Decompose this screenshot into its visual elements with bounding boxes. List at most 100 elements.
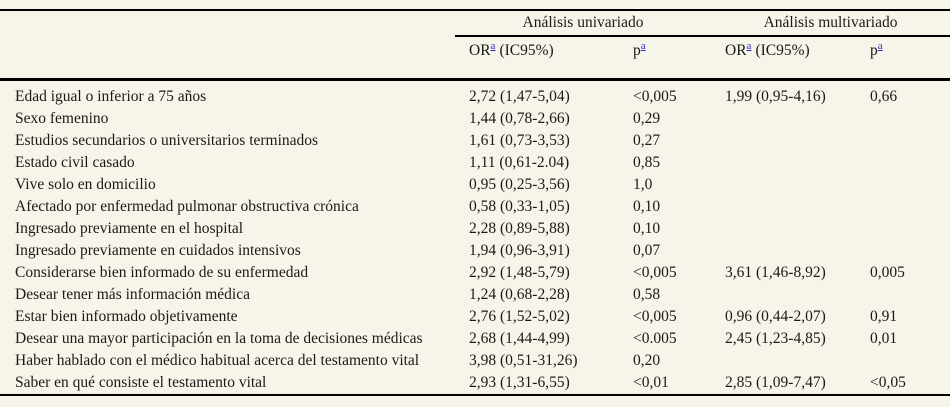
multi-or-value (711, 108, 856, 130)
table-row: Haber hablado con el médico habitual ace… (0, 350, 950, 372)
multi-or-value: 2,45 (1,23-4,85) (725, 330, 826, 347)
empty-header-cell (0, 36, 455, 81)
row-label: Edad igual o inferior a 75 años (15, 88, 207, 105)
footnote-a-link[interactable]: a (640, 39, 646, 52)
or-label: OR (725, 42, 747, 59)
row-label: Desear tener más información médica (15, 286, 250, 303)
footnote-a-link[interactable]: a (746, 39, 752, 52)
multi-or-value (711, 284, 856, 306)
uni-or-value: 2,28 (0,89-5,88) (469, 220, 570, 237)
row-label: Estar bien informado objetivamente (15, 308, 238, 325)
row-label: Afectado por enfermedad pulmonar obstruc… (15, 198, 359, 215)
uni-or-value: 1,44 (0,78-2,66) (469, 110, 570, 127)
table-row: Estudios secundarios o universitarios te… (0, 130, 950, 152)
footnote-a-link[interactable]: a (490, 39, 496, 52)
multi-or-value: 1,99 (0,95-4,16) (725, 88, 826, 105)
row-label: Desear una mayor participación en la tom… (15, 330, 423, 347)
multi-or-value (711, 174, 856, 196)
multi-p-value (856, 152, 950, 174)
table-row: Estar bien informado objetivamente 2,76 … (0, 306, 950, 328)
footnote-a-link[interactable]: a (877, 39, 883, 52)
uni-or-value: 1,24 (0,68-2,28) (469, 286, 570, 303)
multi-p-value: <0,05 (870, 374, 906, 391)
uni-p-value: 0,20 (633, 352, 661, 369)
multi-p-value (856, 130, 950, 152)
uni-or-value: 1,94 (0,96-3,91) (469, 242, 570, 259)
table-row: Ingresado previamente en cuidados intens… (0, 240, 950, 262)
multi-p-value: 0,01 (870, 330, 898, 347)
col-header-uni-p: pa (619, 36, 711, 81)
row-label: Vive solo en domicilio (15, 176, 156, 193)
uni-p-value: <0,005 (633, 88, 677, 105)
uni-or-value: 1,11 (0,61-2.04) (469, 154, 570, 171)
multi-p-value: 0,91 (870, 308, 898, 325)
uni-or-value: 0,95 (0,25-3,56) (469, 176, 570, 193)
multi-or-value (711, 130, 856, 152)
row-label: Estado civil casado (15, 154, 135, 171)
ic95-label: (IC95%) (755, 42, 810, 59)
col-header-uni-or: ORa (IC95%) (455, 36, 619, 81)
uni-p-value: <0,005 (633, 264, 677, 281)
uni-or-value: 1,61 (0,73-3,53) (469, 132, 570, 149)
ic95-label: (IC95%) (499, 42, 554, 59)
multi-p-value (856, 350, 950, 372)
col-header-multi-or: ORa (IC95%) (711, 36, 856, 81)
group-header-univariate: Análisis univariado (455, 10, 711, 37)
uni-or-value: 2,93 (1,31-6,55) (469, 374, 570, 391)
uni-p-value: 0,58 (633, 286, 661, 303)
table-row: Ingresado previamente en el hospital 2,2… (0, 218, 950, 240)
or-label: OR (469, 42, 491, 59)
p-label: p (870, 42, 878, 59)
row-label: Ingresado previamente en el hospital (15, 220, 244, 237)
uni-p-value: 0,85 (633, 154, 661, 171)
uni-or-value: 2,68 (1,44-4,99) (469, 330, 570, 347)
table-row: Saber en qué consiste el testamento vita… (0, 372, 950, 395)
multi-p-value: 0,66 (870, 88, 898, 105)
row-label: Saber en qué consiste el testamento vita… (15, 374, 267, 391)
uni-p-value: <0.005 (633, 330, 677, 347)
uni-p-value: <0,01 (633, 374, 669, 391)
multi-p-value (856, 284, 950, 306)
multi-or-value: 3,61 (1,46-8,92) (725, 264, 826, 281)
row-label: Haber hablado con el médico habitual ace… (15, 352, 420, 369)
group-header-multivariate: Análisis multivariado (711, 10, 950, 37)
table-row: Edad igual o inferior a 75 años 2,72 (1,… (0, 80, 950, 109)
table-row: Estado civil casado 1,11 (0,61-2.04) 0,8… (0, 152, 950, 174)
col-header-multi-p: pa (856, 36, 950, 81)
multi-or-value (711, 218, 856, 240)
empty-header-cell (0, 10, 455, 36)
multi-p-value (856, 196, 950, 218)
column-header-row: ORa (IC95%) pa ORa (IC95%) pa (0, 36, 950, 81)
analysis-results-table: Análisis univariado Análisis multivariad… (0, 9, 950, 396)
uni-p-value: 0,27 (633, 132, 661, 149)
table-row: Desear tener más información médica 1,24… (0, 284, 950, 306)
row-label: Estudios secundarios o universitarios te… (15, 132, 319, 149)
table-row: Sexo femenino 1,44 (0,78-2,66) 0,29 (0, 108, 950, 130)
multi-p-value (856, 240, 950, 262)
uni-or-value: 2,76 (1,52-5,02) (469, 308, 570, 325)
uni-or-value: 0,58 (0,33-1,05) (469, 198, 570, 215)
table-row: Desear una mayor participación en la tom… (0, 328, 950, 350)
uni-p-value: <0,005 (633, 308, 677, 325)
table-row: Vive solo en domicilio 0,95 (0,25-3,56) … (0, 174, 950, 196)
uni-p-value: 0,29 (633, 110, 661, 127)
multi-or-value (711, 196, 856, 218)
uni-p-value: 1,0 (633, 176, 653, 193)
multi-p-value (856, 218, 950, 240)
multi-p-value (856, 174, 950, 196)
uni-p-value: 0,10 (633, 220, 661, 237)
uni-or-value: 3,98 (0,51-31,26) (469, 352, 578, 369)
uni-p-value: 0,07 (633, 242, 661, 259)
uni-or-value: 2,92 (1,48-5,79) (469, 264, 570, 281)
multi-or-value (711, 350, 856, 372)
uni-p-value: 0,10 (633, 198, 661, 215)
table-row: Afectado por enfermedad pulmonar obstruc… (0, 196, 950, 218)
multi-or-value (711, 240, 856, 262)
multi-p-value (856, 108, 950, 130)
multi-or-value: 0,96 (0,44-2,07) (725, 308, 826, 325)
table-row: Considerarse bien informado de su enferm… (0, 262, 950, 284)
row-label: Ingresado previamente en cuidados intens… (15, 242, 301, 259)
multi-or-value: 2,85 (1,09-7,47) (725, 374, 826, 391)
group-header-row: Análisis univariado Análisis multivariad… (0, 10, 950, 37)
